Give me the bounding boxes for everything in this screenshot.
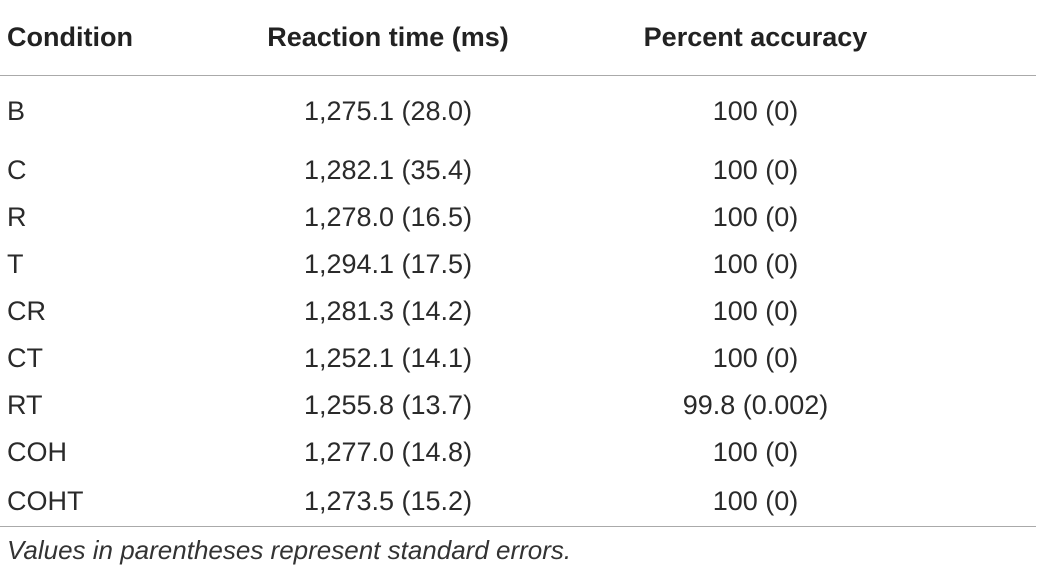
cell-percent-accuracy: 100 (0) xyxy=(712,296,799,326)
table-header: Condition Reaction time (ms) Percent acc… xyxy=(0,0,1036,76)
table-body: B 1,275.1 (28.0) 100 (0) C 1,282.1 (35.4… xyxy=(0,76,1036,527)
cell-reaction-time: 1,282.1 (35.4) xyxy=(303,155,473,185)
cell-condition: C xyxy=(7,155,27,185)
results-table: Condition Reaction time (ms) Percent acc… xyxy=(0,0,1036,527)
header-row: Condition Reaction time (ms) Percent acc… xyxy=(0,0,1036,76)
header-condition: Condition xyxy=(0,0,230,76)
table-row: RT 1,255.8 (13.7) 99.8 (0.002) xyxy=(0,382,1036,429)
header-reaction-time: Reaction time (ms) xyxy=(230,0,573,76)
cell-reaction-time: 1,273.5 (15.2) xyxy=(230,476,573,527)
cell-condition: CT xyxy=(7,343,43,373)
cell-percent-accuracy: 99.8 (0.002) xyxy=(682,390,829,420)
header-percent-accuracy: Percent accuracy xyxy=(573,0,1036,76)
cell-percent-accuracy: 100 (0) xyxy=(712,343,799,373)
table-row: CT 1,252.1 (14.1) 100 (0) xyxy=(0,335,1036,382)
results-table-container: Condition Reaction time (ms) Percent acc… xyxy=(0,0,1036,527)
table-row: CR 1,281.3 (14.2) 100 (0) xyxy=(0,288,1036,335)
cell-percent-accuracy: 100 (0) xyxy=(573,476,1036,527)
table-row: COH 1,277.0 (14.8) 100 (0) xyxy=(0,429,1036,476)
cell-reaction-time: 1,278.0 (16.5) xyxy=(303,202,473,232)
cell-reaction-time: 1,294.1 (17.5) xyxy=(303,249,473,279)
cell-reaction-time: 1,252.1 (14.1) xyxy=(303,343,473,373)
cell-condition: COHT xyxy=(0,476,230,527)
cell-condition: CR xyxy=(7,296,46,326)
cell-condition: RT xyxy=(7,390,43,420)
cell-reaction-time: 1,275.1 (28.0) xyxy=(303,96,473,126)
cell-condition: R xyxy=(7,202,27,232)
cell-percent-accuracy: 100 (0) xyxy=(712,96,799,126)
table-row: T 1,294.1 (17.5) 100 (0) xyxy=(0,241,1036,288)
table-row: COHT 1,273.5 (15.2) 100 (0) xyxy=(0,476,1036,527)
table-row: R 1,278.0 (16.5) 100 (0) xyxy=(0,194,1036,241)
table-row: B 1,275.1 (28.0) 100 (0) xyxy=(0,76,1036,148)
table-row: C 1,282.1 (35.4) 100 (0) xyxy=(0,147,1036,194)
cell-reaction-time: 1,277.0 (14.8) xyxy=(303,437,473,467)
cell-percent-accuracy: 100 (0) xyxy=(712,249,799,279)
cell-percent-accuracy: 100 (0) xyxy=(712,202,799,232)
table-footnote: Values in parentheses represent standard… xyxy=(7,535,572,565)
cell-condition: COH xyxy=(7,437,67,467)
cell-percent-accuracy: 100 (0) xyxy=(712,155,799,185)
cell-condition: B xyxy=(7,96,26,126)
cell-reaction-time: 1,281.3 (14.2) xyxy=(303,296,473,326)
cell-reaction-time: 1,255.8 (13.7) xyxy=(303,390,473,420)
cell-percent-accuracy: 100 (0) xyxy=(712,437,799,467)
cell-condition: T xyxy=(7,249,24,279)
